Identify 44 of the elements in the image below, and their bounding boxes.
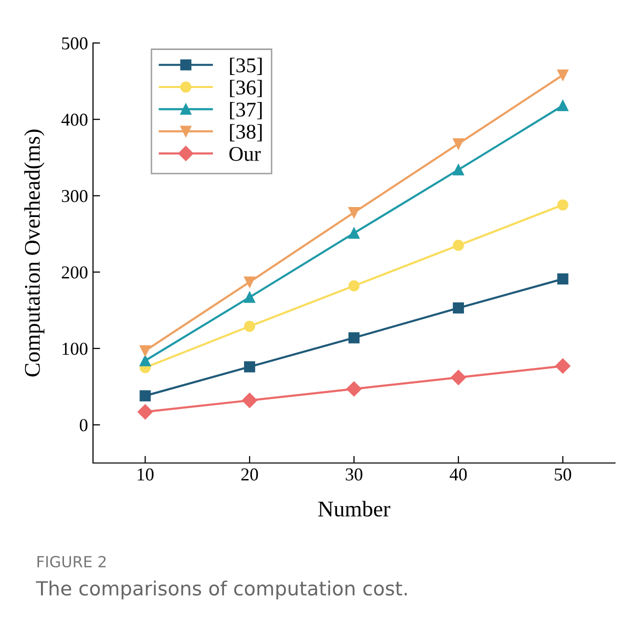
text: The comparisons of computation cost. [36,580,407,600]
legend-label: [35] [230,58,262,75]
y-axis-title: Computation Overhead(ms) [24,130,44,376]
y-tick-label: 200 [62,266,88,279]
point [348,280,360,292]
point [557,70,568,81]
point [557,199,568,210]
point [452,302,464,314]
point [346,381,362,396]
y-tick-label: 400 [61,114,88,126]
point [452,138,464,150]
point [244,276,256,288]
point [452,164,464,176]
point [450,370,466,386]
caption: FIGURE 2 [38,556,106,568]
legend-label: Our [229,146,261,161]
x-tick-label: 30 [346,468,362,481]
y-tick-label: 300 [62,190,88,202]
point [348,332,360,344]
point [138,404,153,420]
point [140,345,151,356]
point [555,358,570,374]
point [244,320,256,332]
point [244,361,256,372]
x-tick-label: 10 [138,468,154,481]
x-tick-label: 40 [450,468,467,481]
y-tick-label: 500 [62,37,88,50]
legend-label: [37] [230,102,262,120]
point [452,240,464,251]
point [557,273,568,285]
point [557,100,568,112]
legend-label: [38] [230,124,262,142]
x-axis-title: Number [318,500,390,517]
point [140,390,151,402]
point [244,292,256,303]
y-tick-label: 100 [62,342,88,355]
point [348,206,360,218]
point [140,355,151,366]
x-tick-label: 50 [554,468,572,481]
point [348,228,360,239]
point [242,392,258,408]
legend-label: [36] [230,80,262,98]
x-tick-label: 20 [241,468,258,481]
y-tick-label: 0 [80,419,88,432]
